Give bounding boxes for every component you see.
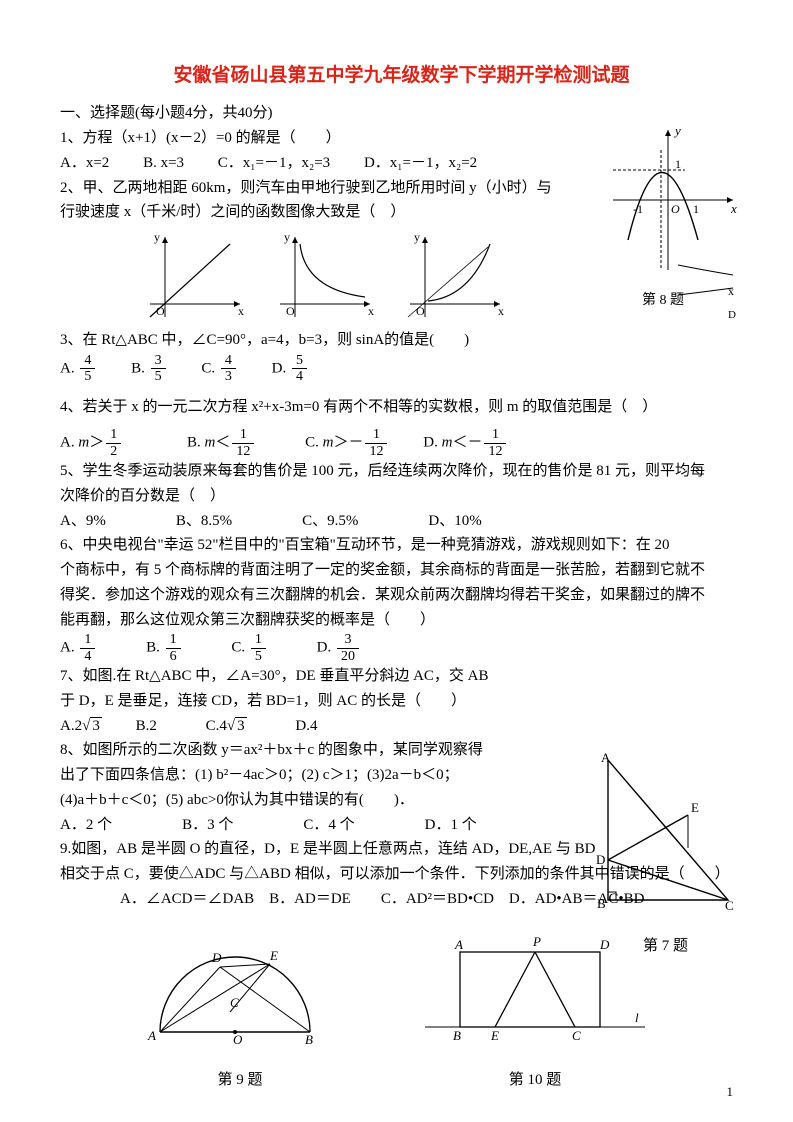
svg-text:x: x xyxy=(498,304,504,318)
q4-optD: D. xyxy=(423,435,438,451)
sqrt-icon: 3 xyxy=(227,714,247,739)
svg-text:y: y xyxy=(414,230,420,244)
q7-optB: B.2 xyxy=(136,718,157,734)
svg-text:O: O xyxy=(286,304,295,318)
q6-l3: 得奖．参加这个游戏的观众有三次翻牌的机会．某观众前两次翻牌均得若干奖金，如果翻过… xyxy=(60,583,743,608)
svg-text:1: 1 xyxy=(693,202,699,216)
q3-text: 3、在 Rt△ABC 中，∠C=90°，a=4，b=3，则 sinA的值是( ) xyxy=(60,328,743,353)
figure-8: x y O -1 1 1 x D 第 8 题 xyxy=(593,120,743,312)
svg-text:B: B xyxy=(597,896,606,911)
svg-text:P: P xyxy=(532,934,541,949)
q8-optB: B．3 个 xyxy=(182,813,233,838)
q6-optB: B. xyxy=(146,640,160,656)
q4-fracD: 112 xyxy=(484,427,506,459)
fig9-label: 第 9 题 xyxy=(140,1068,340,1093)
svg-text:1: 1 xyxy=(675,157,681,171)
q7-l2: 于 D，E 是垂足，连接 CD，若 BD=1，则 AC 的长是（ ） xyxy=(60,689,743,714)
svg-text:A: A xyxy=(147,1028,156,1043)
fig7-label: 第 7 题 xyxy=(593,934,738,959)
svg-text:D: D xyxy=(596,852,605,867)
q5-optB: B、8.5% xyxy=(176,509,232,534)
page-title: 安徽省砀山县第五中学九年级数学下学期开学检测试题 xyxy=(60,60,743,91)
q8-optA: A．2 个 xyxy=(60,813,112,838)
svg-text:A: A xyxy=(454,937,463,952)
svg-text:y: y xyxy=(154,230,160,244)
figure-7: A B C D E 第 7 题 xyxy=(593,750,738,959)
q5-l1: 5、学生冬季运动装原来每套的售价是 100 元，后经连续两次降价，现在的售价是 … xyxy=(60,459,743,484)
svg-text:B: B xyxy=(453,1028,461,1043)
svg-text:y: y xyxy=(673,123,681,138)
sqrt-icon: 3 xyxy=(82,714,102,739)
svg-text:E: E xyxy=(269,948,278,963)
q4-text: 4、若关于 x 的一元二次方程 x²+x-3m=0 有两个不相等的实数根，则 m… xyxy=(60,395,743,420)
q5-optD: D、10% xyxy=(428,509,481,534)
q6-optA: A. xyxy=(60,640,75,656)
svg-text:x: x xyxy=(728,284,734,298)
q3-options: A. 45 B. 35 C. 43 D. 54 xyxy=(60,353,743,385)
q3-fracD: 54 xyxy=(292,353,307,385)
q4-fracC: 112 xyxy=(365,427,387,459)
svg-text:x: x xyxy=(368,304,374,318)
q4-optC: C. xyxy=(305,435,319,451)
q7-optA: A.2 xyxy=(60,718,82,734)
q4-optA: A. xyxy=(60,435,75,451)
q6-l1: 6、中央电视台"幸运 52"栏目中的"百宝箱"互动环节，是一种竞猜游戏，游戏规则… xyxy=(60,533,743,558)
q3-optD: D. xyxy=(272,360,287,376)
q7-optC: C.4 xyxy=(206,718,227,734)
q3-optC: C. xyxy=(201,360,215,376)
svg-text:C: C xyxy=(725,898,734,913)
svg-text:E: E xyxy=(691,800,699,815)
svg-text:l: l xyxy=(635,1010,639,1025)
svg-text:C: C xyxy=(230,995,239,1010)
q1-optB: B. x=3 xyxy=(143,155,184,171)
q1-optC: C．x₁=－1，x₂=3 xyxy=(218,155,330,171)
figure-9: A B D E C O 第 9 题 xyxy=(140,932,340,1094)
q6-l2: 个商标中，有 5 个商标牌的背面注明了一定的奖金额，其余商标的背面是一张苦脸，若… xyxy=(60,558,743,583)
svg-text:E: E xyxy=(490,1028,499,1043)
fig10-label: 第 10 题 xyxy=(420,1068,650,1093)
q5-l2: 次降价的百分数是（ ） xyxy=(60,484,743,509)
q1-optD: D．x₁=－1，x₂=2 xyxy=(364,155,477,171)
q5-optA: A、9% xyxy=(60,509,106,534)
svg-text:y: y xyxy=(284,230,290,244)
q4-fracB: 112 xyxy=(232,427,254,459)
svg-text:C: C xyxy=(572,1028,581,1043)
q6-fracD: 320 xyxy=(337,632,359,664)
svg-text:x: x xyxy=(730,201,737,216)
q6-l4: 能再翻，那么这位观众第三次翻牌获奖的概率是（ ） xyxy=(60,608,743,633)
q7-options: A.23 B.2 C.43 D.4 xyxy=(60,714,743,739)
q6-optD: D. xyxy=(317,640,332,656)
q3-fracB: 35 xyxy=(151,353,166,385)
q3-fracC: 43 xyxy=(221,353,236,385)
q2-diagram-c: xy O xyxy=(400,229,510,324)
svg-text:D: D xyxy=(211,950,222,965)
q3-optA: A. xyxy=(60,360,75,376)
q4-fracA: 12 xyxy=(106,427,121,459)
q4-optB: B. xyxy=(187,435,201,451)
q7-optD: D.4 xyxy=(295,718,317,734)
q1-optA: A．x=2 xyxy=(60,155,109,171)
q7-l1: 7、如图.在 Rt△ABC 中，∠A=30°，DE 垂直平分斜边 AC，交 AB xyxy=(60,664,743,689)
svg-text:O: O xyxy=(671,202,680,216)
svg-text:A: A xyxy=(601,750,611,765)
page-number: 1 xyxy=(727,1081,734,1102)
q3-fracA: 45 xyxy=(80,353,95,385)
q2-diagram-b: x y O xyxy=(270,229,380,324)
q6-fracA: 14 xyxy=(80,632,95,664)
q5-optC: C、9.5% xyxy=(302,509,358,534)
q6-options: A. 14 B. 16 C. 15 D. 320 xyxy=(60,632,743,664)
svg-text:O: O xyxy=(233,1032,243,1047)
q4-options: A. m＞12 B. m＜112 C. m＞－112 D. m＜－112 xyxy=(60,427,743,459)
q6-optC: C. xyxy=(231,640,245,656)
svg-text:x: x xyxy=(238,304,244,318)
q3-optB: B. xyxy=(131,360,145,376)
svg-text:D: D xyxy=(728,309,736,320)
q2-diagram-a: xy O xyxy=(140,229,250,324)
svg-text:B: B xyxy=(305,1032,313,1047)
q6-fracB: 16 xyxy=(166,632,181,664)
q6-fracC: 15 xyxy=(251,632,266,664)
q5-options: A、9% B、8.5% C、9.5% D、10% xyxy=(60,509,743,534)
q8-optD: D．1 个 xyxy=(425,813,477,838)
q8-optC: C．4 个 xyxy=(303,813,354,838)
